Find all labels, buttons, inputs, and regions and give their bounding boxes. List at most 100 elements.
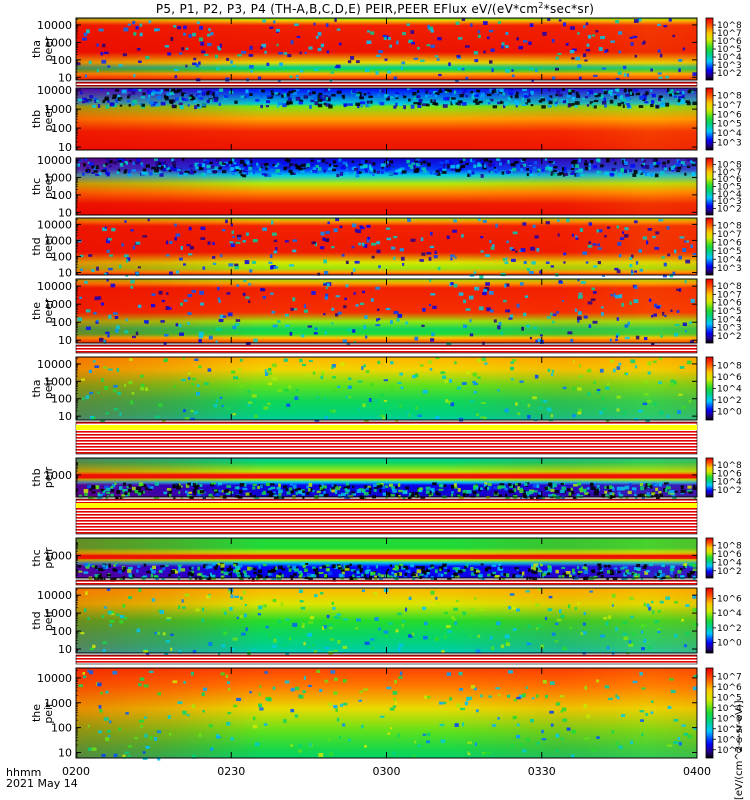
spectrogram-cell [509, 247, 514, 251]
spectrogram-cell [397, 483, 401, 488]
spectrogram-cell [183, 681, 186, 684]
spectrogram-cell [209, 572, 212, 577]
spectrogram-cell [610, 293, 613, 297]
spectrogram-cell [278, 483, 281, 488]
spectrogram-cell [87, 669, 90, 673]
y-axis-label: tha [30, 379, 43, 397]
spectrogram-cell [564, 172, 569, 176]
spectrogram-cell [219, 43, 222, 48]
spectrogram-cell [238, 167, 242, 172]
spectrogram-cell [419, 575, 422, 579]
spectrogram-cell [107, 495, 110, 498]
spectrogram-cell [389, 707, 395, 711]
spectrogram-cell [397, 733, 400, 738]
spectrogram-cell [298, 589, 303, 593]
spectrogram-cell [162, 167, 167, 172]
spectrogram-cell [609, 99, 614, 104]
spectrogram-cell [488, 160, 493, 163]
spectrogram-cell [378, 100, 381, 104]
spectrogram-cell [139, 32, 143, 37]
spectrogram-cell [412, 571, 416, 575]
spectrogram-cell [671, 566, 674, 569]
spectrogram-cell [498, 321, 502, 326]
spectrogram-cell [137, 304, 142, 308]
spectrogram-cell [429, 493, 434, 496]
spectrogram-cell [462, 158, 466, 161]
spectrogram-cell [606, 158, 610, 163]
spectrogram-cell [97, 575, 102, 579]
spectrogram-cell [346, 342, 351, 347]
spectrogram-cell [449, 97, 452, 101]
spectrogram-cell [386, 686, 392, 690]
spectrogram-cell [678, 68, 681, 73]
spectrogram-cell [89, 391, 94, 395]
spectrogram-cell [218, 102, 221, 106]
spectrogram-cell [434, 92, 440, 95]
spectrogram-cell [556, 89, 561, 94]
spectrogram-cell [588, 324, 592, 328]
spectrogram-cell [572, 360, 575, 363]
spectrogram-cell [338, 158, 342, 162]
spectrogram-cell [343, 103, 348, 107]
spectrogram-cell [121, 243, 124, 247]
spectrogram-cell [183, 263, 186, 266]
spectrogram-cell [215, 54, 218, 59]
spectrogram-cell [516, 734, 521, 739]
spectrogram-cell [470, 607, 475, 611]
colorbar-scale [705, 667, 714, 759]
spectrogram-cell [151, 293, 156, 296]
spectrogram-cell [297, 490, 303, 494]
spectrogram-cell [369, 167, 373, 171]
spectrogram-cell [567, 331, 573, 335]
spectrogram-cell [430, 99, 433, 103]
spectrogram-cell [280, 602, 284, 606]
spectrogram-cell [555, 622, 559, 626]
colorbar-scale [705, 537, 714, 579]
spectrogram-cell [591, 34, 596, 37]
spectrogram-cell [157, 692, 161, 696]
spectrogram-cell [451, 97, 456, 100]
spectrogram-cell [492, 571, 496, 575]
spectrogram-cell [481, 358, 487, 362]
spectrogram-cell [634, 285, 638, 290]
spectrogram-cell [570, 90, 575, 93]
spectrogram-cell [302, 363, 306, 367]
spectrogram-cell [572, 160, 578, 164]
spectrogram-cell [342, 645, 348, 649]
spectrogram-cell [221, 229, 226, 232]
spectrogram-cell [300, 606, 306, 610]
spectrogram-cell [105, 690, 109, 694]
spectrogram-cell [640, 493, 645, 497]
spectrogram-cell [572, 497, 576, 500]
spectrogram-cell [663, 25, 668, 28]
spectrogram-cell [411, 632, 415, 636]
spectrogram-cell [624, 372, 628, 376]
spectrogram-cell [484, 567, 489, 572]
spectrogram-cell [142, 751, 146, 754]
spectrogram-cell [621, 101, 624, 105]
spectrogram-cell [224, 161, 228, 165]
spectrogram-cell [467, 741, 473, 744]
spectrogram-cell [178, 566, 182, 571]
spectrogram-cell [664, 314, 667, 318]
spectrogram-cell [335, 64, 341, 69]
spectrogram-cell [417, 47, 420, 50]
spectrogram-cell [504, 634, 510, 639]
spectrogram-cell [451, 575, 455, 578]
spectrogram-cell [593, 491, 599, 496]
spectrogram-cell [545, 694, 549, 699]
spectrogram-cell [393, 236, 398, 239]
spectrogram-cell [398, 643, 404, 648]
spectrogram-cell [612, 169, 617, 174]
spectrogram-cell [539, 270, 542, 274]
spectrogram-cell [508, 606, 512, 610]
spectrogram-cell [83, 571, 89, 574]
spectrogram-cell [228, 161, 233, 164]
spectrogram-cell [651, 93, 656, 98]
spectrogram-cell [681, 90, 685, 95]
spectrogram-cell [191, 573, 195, 577]
spectrogram-cell [516, 37, 519, 41]
spectrogram-cell [106, 172, 110, 177]
spectrogram-cell [325, 238, 330, 243]
spectrogram-cell [256, 162, 259, 166]
